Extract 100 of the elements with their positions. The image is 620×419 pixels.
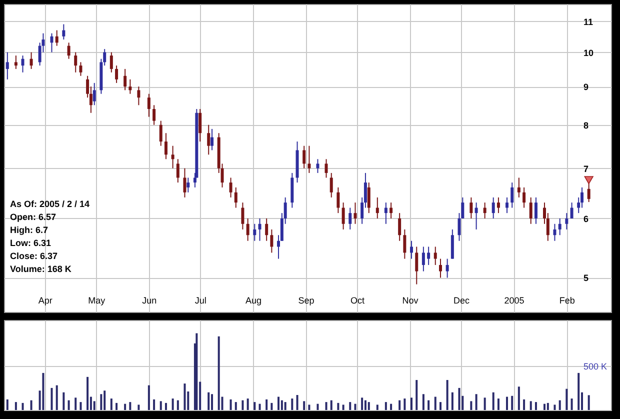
annotation: High: 6.7 (10, 225, 48, 235)
x-tick-label: 2005 (504, 296, 524, 306)
bar (316, 404, 319, 410)
candlestick (210, 128, 214, 151)
bar (428, 400, 430, 410)
candlestick (147, 93, 150, 118)
candlestick (110, 52, 113, 73)
bar (422, 394, 424, 410)
bar (74, 398, 77, 410)
bar (530, 401, 532, 410)
bar (172, 398, 174, 410)
bar (404, 398, 406, 410)
candlestick (265, 218, 268, 242)
candlestick (21, 55, 24, 73)
candlestick (470, 196, 473, 219)
bar (278, 396, 280, 410)
candlestick (159, 120, 162, 146)
candlestick (258, 218, 262, 242)
candlestick (354, 202, 357, 224)
bar (475, 394, 478, 410)
bar (86, 376, 89, 410)
bar (218, 336, 220, 410)
bar (153, 399, 156, 410)
bar (303, 401, 306, 410)
bar (578, 372, 580, 410)
candlestick (384, 202, 388, 224)
x-tick-label: Aug (245, 296, 262, 306)
bar (554, 404, 556, 410)
candlestick (446, 258, 449, 278)
bar (62, 392, 65, 410)
bar (434, 396, 436, 410)
y-tick-label: 10 (584, 48, 594, 58)
bar (558, 400, 561, 410)
bar (518, 386, 520, 410)
candlestick (67, 42, 70, 60)
candlestick (176, 158, 180, 184)
x-tick-label: Sep (298, 296, 314, 306)
bar (398, 400, 401, 410)
candlestick (403, 228, 406, 260)
bar (384, 402, 387, 410)
bar (506, 396, 508, 410)
candlestick (510, 182, 514, 208)
bar (138, 404, 140, 410)
bar (497, 398, 500, 410)
bar (544, 404, 546, 410)
bar (484, 398, 486, 410)
bar (148, 385, 150, 410)
bar (93, 401, 96, 410)
annotation: Low: 6.31 (10, 238, 52, 248)
candlestick (30, 52, 33, 70)
candlestick (234, 186, 238, 208)
bar (254, 402, 256, 410)
candlestick (198, 108, 202, 142)
bar (330, 400, 332, 410)
bar (458, 388, 460, 410)
y-tick-label: 500 K (584, 361, 608, 372)
bar (176, 400, 179, 410)
candlestick (410, 240, 414, 260)
x-tick-label: Oct (350, 296, 365, 306)
bar (308, 404, 310, 410)
x-tick-label: Feb (559, 296, 575, 306)
candlestick (434, 246, 437, 266)
bar (22, 402, 24, 410)
bar (511, 396, 514, 410)
bar (230, 399, 232, 410)
bar (30, 400, 32, 410)
candlestick (128, 78, 132, 94)
candlestick (92, 82, 96, 106)
candlestick (553, 223, 556, 242)
candlestick (422, 246, 425, 272)
candlestick (505, 196, 508, 214)
candlestick (438, 258, 442, 278)
bar (566, 388, 568, 410)
bar (354, 404, 356, 410)
bar (160, 401, 162, 410)
bar (208, 392, 210, 410)
bar (184, 384, 186, 410)
bar (390, 404, 392, 410)
bar (376, 404, 378, 410)
bar (56, 385, 58, 410)
bar (368, 402, 370, 410)
x-tick-label: Nov (402, 296, 419, 306)
candlestick (14, 55, 18, 70)
candlestick (450, 228, 454, 260)
y-tick-label: 7 (584, 164, 589, 174)
bar (234, 402, 237, 410)
candlestick (302, 145, 306, 169)
candlestick (207, 124, 210, 156)
candlestick (171, 145, 174, 169)
candlestick (229, 177, 232, 198)
x-tick-label: May (88, 296, 106, 306)
candlestick (398, 212, 402, 242)
candlestick (79, 62, 82, 76)
annotation: As Of: 2005 / 2 / 14 (10, 199, 90, 209)
bar (349, 402, 352, 410)
bar (296, 395, 298, 410)
candlestick (390, 202, 393, 219)
y-tick-label: 8 (584, 120, 589, 130)
candlestick (474, 202, 478, 230)
bar (50, 388, 53, 410)
